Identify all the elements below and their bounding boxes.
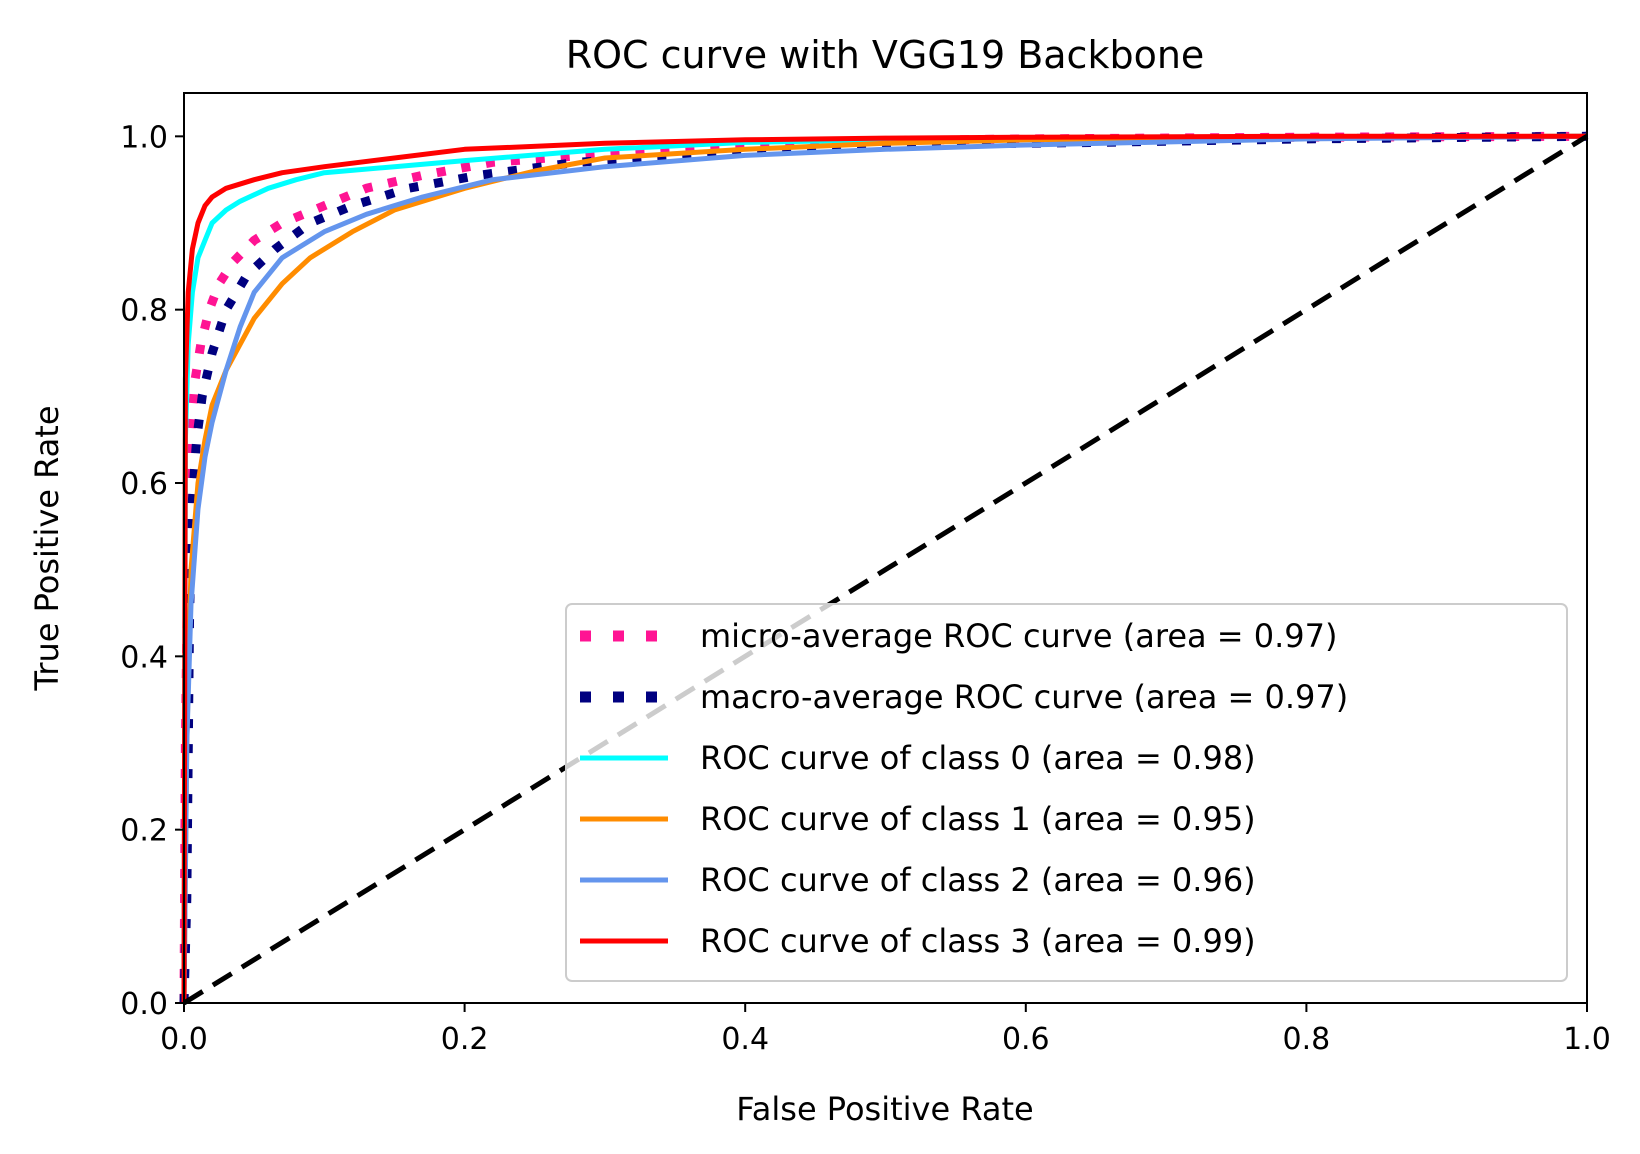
series-line-4 xyxy=(181,133,1588,1004)
y-axis-label: True Positive Rate xyxy=(28,405,66,691)
x-tick-label: 0.6 xyxy=(1002,1022,1050,1057)
legend-label-1: macro-average ROC curve (area = 0.97) xyxy=(700,678,1348,716)
plot-frame xyxy=(183,92,1588,1004)
y-tick-label: 0.8 xyxy=(120,294,168,329)
y-tick-label: 0.4 xyxy=(120,640,168,675)
legend-label-3: ROC curve of class 1 (area = 0.95) xyxy=(700,800,1256,838)
series-line-6 xyxy=(182,134,1589,1006)
series-line-3 xyxy=(181,133,1588,1004)
y-tick-label: 1.0 xyxy=(120,120,168,155)
x-tick-label: 0.4 xyxy=(721,1022,769,1057)
legend-label-2: ROC curve of class 0 (area = 0.98) xyxy=(700,739,1256,777)
x-tick-label: 0.8 xyxy=(1283,1022,1331,1057)
x-tick-label: 1.0 xyxy=(1563,1022,1611,1057)
legend-label-4: ROC curve of class 2 (area = 0.96) xyxy=(700,861,1256,899)
series-line-5 xyxy=(181,133,1587,1004)
chart-title: ROC curve with VGG19 Backbone xyxy=(566,33,1205,77)
y-tick-label: 0.0 xyxy=(120,987,168,1022)
x-axis: 0.0 0.2 0.4 0.6 0.8 1.0 xyxy=(160,1003,1611,1057)
legend-label-5: ROC curve of class 3 (area = 0.99) xyxy=(700,922,1256,960)
series-layer xyxy=(179,131,1589,1006)
legend-box xyxy=(565,603,1568,982)
x-tick-label: 0.0 xyxy=(160,1022,208,1057)
legend-label-0: micro-average ROC curve (area = 0.97) xyxy=(700,617,1338,655)
y-tick-label: 0.2 xyxy=(120,814,168,849)
legend: micro-average ROC curve (area = 0.97) mac… xyxy=(565,603,1568,982)
y-tick-label: 0.6 xyxy=(120,467,168,502)
x-tick-label: 0.2 xyxy=(441,1022,489,1057)
legend-items: micro-average ROC curve (area = 0.97) mac… xyxy=(580,617,1348,960)
y-axis: 0.0 0.2 0.4 0.6 0.8 1.0 xyxy=(120,120,184,1022)
x-axis-label: False Positive Rate xyxy=(736,1090,1033,1128)
